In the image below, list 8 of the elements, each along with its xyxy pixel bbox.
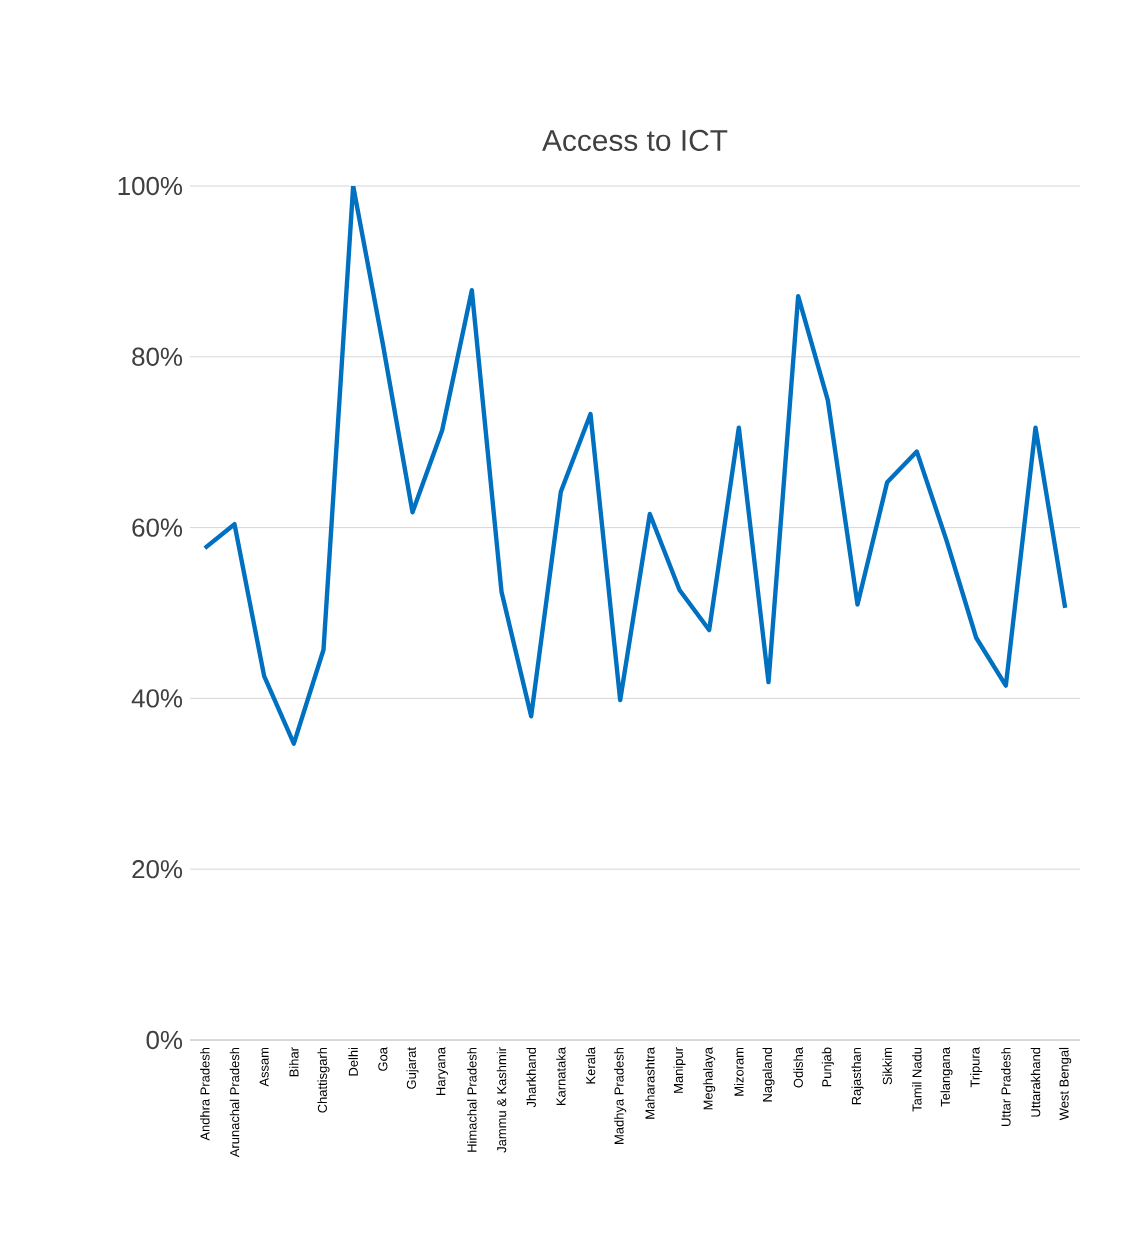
line-series [202, 185, 1068, 746]
y-tick-label: 20% [132, 860, 183, 879]
y-tick-label: 100% [118, 176, 183, 196]
chart-title: Access to ICT [542, 129, 728, 151]
y-tick-label: 80% [132, 347, 183, 366]
y-tick-label: 0% [146, 1030, 183, 1050]
y-tick-label: 60% [132, 518, 183, 537]
y-tick-label: 40% [131, 689, 183, 708]
